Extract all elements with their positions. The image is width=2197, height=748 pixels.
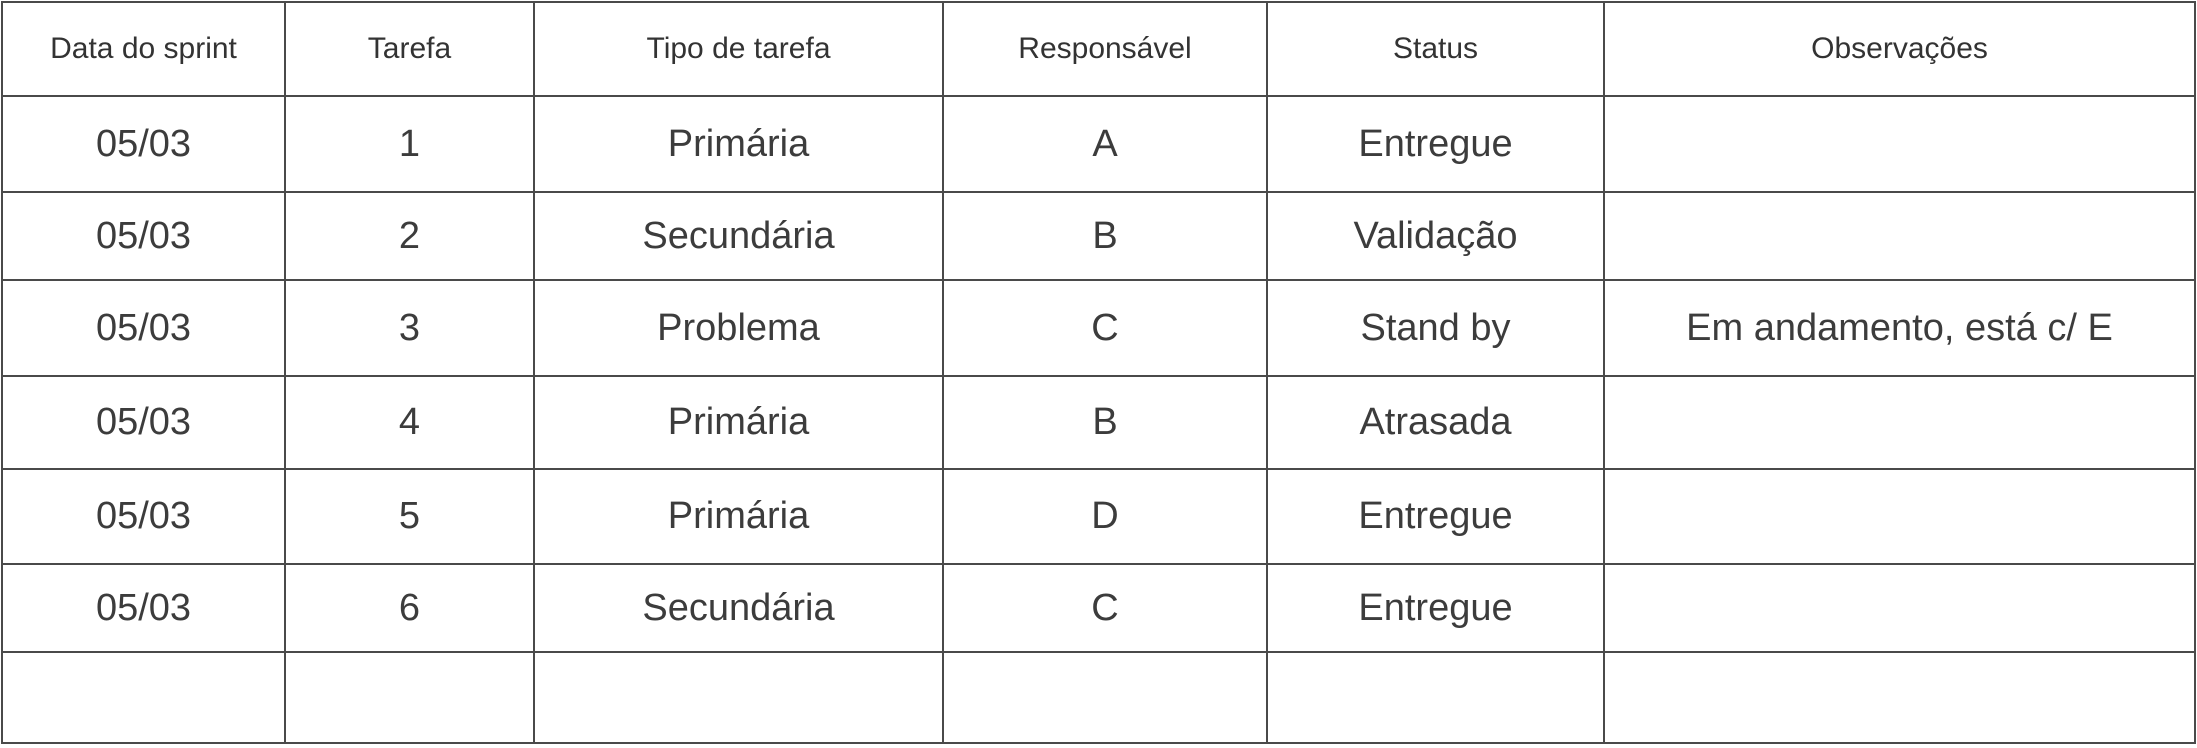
cell-status: Entregue: [1266, 95, 1605, 193]
cell-task-type: Secundária: [533, 563, 944, 653]
cell-observations: [1603, 563, 2196, 653]
cell-sprint-date: 05/03: [1, 375, 286, 470]
table-row: 05/03 4 Primária B Atrasada: [1, 375, 2196, 470]
cell-task: 6: [284, 563, 535, 653]
cell-responsible: [942, 651, 1268, 744]
cell-responsible: B: [942, 375, 1268, 470]
table-row: 05/03 2 Secundária B Validação: [1, 191, 2196, 281]
cell-task: 4: [284, 375, 535, 470]
cell-status: [1266, 651, 1605, 744]
cell-responsible: B: [942, 191, 1268, 281]
header-status: Status: [1266, 1, 1605, 97]
header-task-type: Tipo de tarefa: [533, 1, 944, 97]
cell-task-type: Primária: [533, 95, 944, 193]
cell-observations: [1603, 375, 2196, 470]
cell-observations: [1603, 651, 2196, 744]
cell-status: Entregue: [1266, 563, 1605, 653]
header-observations: Observações: [1603, 1, 2196, 97]
cell-task-type: [533, 651, 944, 744]
cell-sprint-date: 05/03: [1, 279, 286, 377]
cell-task: 1: [284, 95, 535, 193]
cell-task-type: Primária: [533, 468, 944, 565]
cell-observations: [1603, 95, 2196, 193]
cell-task: 2: [284, 191, 535, 281]
table-header-row: Data do sprint Tarefa Tipo de tarefa Res…: [1, 1, 2196, 97]
cell-task: [284, 651, 535, 744]
header-task: Tarefa: [284, 1, 535, 97]
cell-sprint-date: 05/03: [1, 95, 286, 193]
header-responsible: Responsável: [942, 1, 1268, 97]
cell-sprint-date: 05/03: [1, 468, 286, 565]
cell-task: 5: [284, 468, 535, 565]
table-row-empty: [1, 651, 2196, 744]
cell-responsible: A: [942, 95, 1268, 193]
table-row: 05/03 6 Secundária C Entregue: [1, 563, 2196, 653]
table-row: 05/03 1 Primária A Entregue: [1, 95, 2196, 193]
cell-observations: [1603, 191, 2196, 281]
cell-status: Stand by: [1266, 279, 1605, 377]
cell-task-type: Secundária: [533, 191, 944, 281]
cell-responsible: D: [942, 468, 1268, 565]
cell-observations: [1603, 468, 2196, 565]
cell-responsible: C: [942, 279, 1268, 377]
cell-task-type: Problema: [533, 279, 944, 377]
cell-sprint-date: [1, 651, 286, 744]
cell-status: Entregue: [1266, 468, 1605, 565]
cell-sprint-date: 05/03: [1, 563, 286, 653]
cell-task: 3: [284, 279, 535, 377]
table-row: 05/03 5 Primária D Entregue: [1, 468, 2196, 565]
cell-observations: Em andamento, está c/ E: [1603, 279, 2196, 377]
cell-status: Atrasada: [1266, 375, 1605, 470]
cell-sprint-date: 05/03: [1, 191, 286, 281]
table-row: 05/03 3 Problema C Stand by Em andamento…: [1, 279, 2196, 377]
cell-status: Validação: [1266, 191, 1605, 281]
cell-responsible: C: [942, 563, 1268, 653]
cell-task-type: Primária: [533, 375, 944, 470]
header-sprint-date: Data do sprint: [1, 1, 286, 97]
